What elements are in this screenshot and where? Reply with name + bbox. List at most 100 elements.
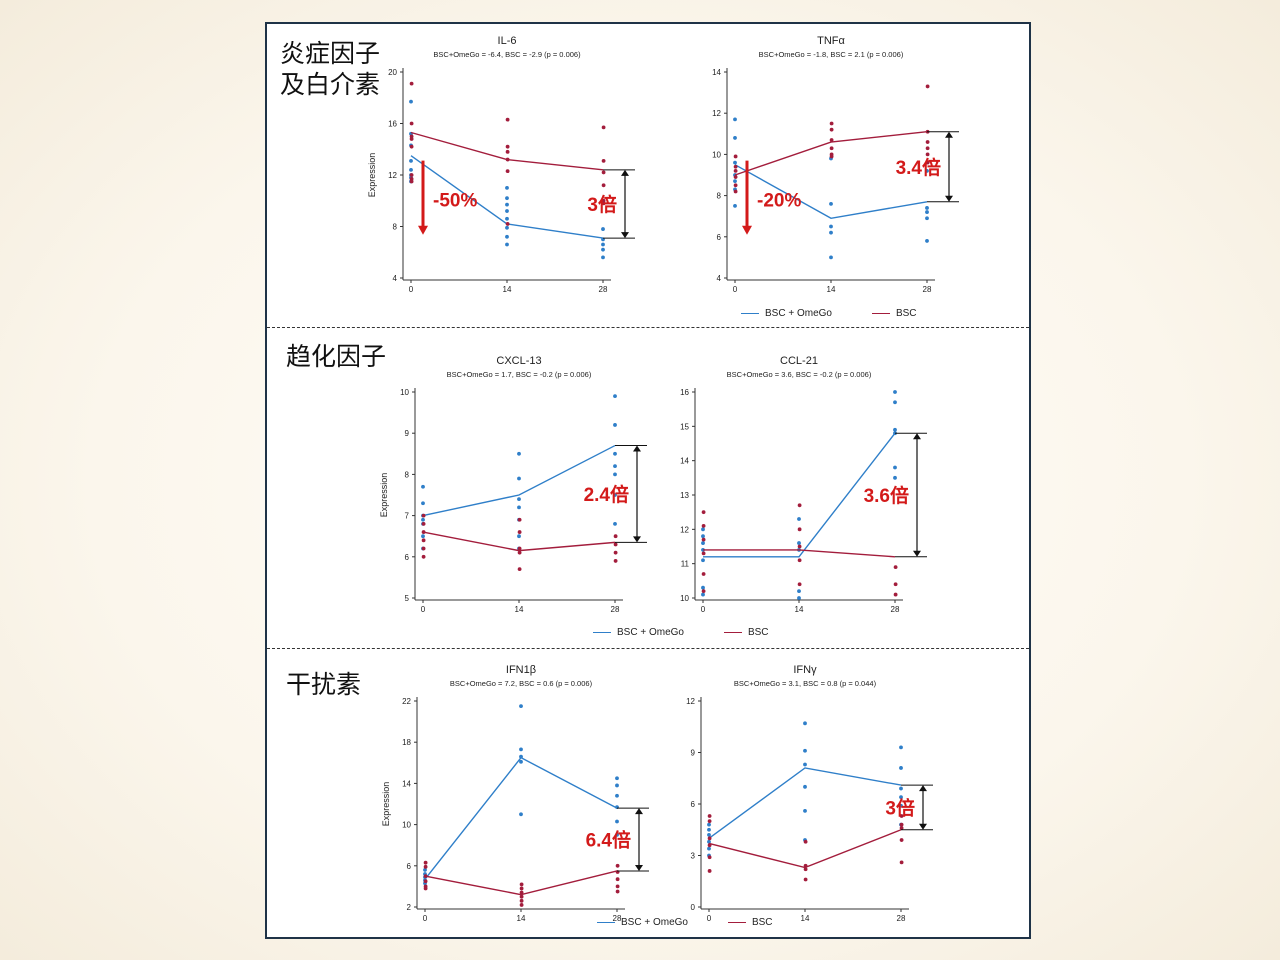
data-point xyxy=(409,173,414,177)
x-tick-label: 14 xyxy=(827,285,836,294)
y-tick-label: 3 xyxy=(691,852,696,861)
data-point xyxy=(829,154,834,159)
y-tick-label: 8 xyxy=(405,470,410,479)
range-arrow-head xyxy=(621,169,629,176)
figure-frame: 炎症因子 及白介素 趋化因子 干扰素 IL-6 BSC+OmeGo = -6.4,… xyxy=(265,22,1031,939)
data-point xyxy=(797,596,801,600)
data-point xyxy=(803,808,807,813)
chart-svg: IL-6 BSC+OmeGo = -6.4, BSC = -2.9 (p = 0.… xyxy=(367,35,635,294)
data-point xyxy=(421,501,425,506)
y-axis-label: Expression xyxy=(379,473,389,518)
series-line xyxy=(703,549,896,558)
data-point xyxy=(733,164,738,169)
chart-title: IFNγ xyxy=(793,664,817,676)
data-point xyxy=(733,183,738,188)
data-point xyxy=(797,517,801,521)
down-arrow-head xyxy=(418,225,428,235)
legend-label-a: BSC + OmeGo xyxy=(617,627,684,638)
data-point xyxy=(701,534,705,539)
down-arrow-head xyxy=(742,225,752,235)
y-tick-label: 11 xyxy=(681,560,690,569)
data-point xyxy=(925,84,930,89)
y-tick-label: 16 xyxy=(680,388,689,397)
data-point xyxy=(829,121,834,126)
data-point xyxy=(803,877,808,882)
range-arrow-head xyxy=(919,785,927,792)
y-tick-label: 0 xyxy=(691,903,696,912)
data-point xyxy=(701,592,705,597)
y-tick-label: 7 xyxy=(405,512,410,521)
data-point xyxy=(701,537,706,542)
data-point xyxy=(613,493,617,497)
data-point xyxy=(925,210,929,214)
chart-svg: CXCL-13 BSC+OmeGo = 1.7, BSC = -0.2 (p = … xyxy=(379,355,647,614)
y-tick-label: 14 xyxy=(680,457,689,466)
down-callout-label: -50% xyxy=(433,191,477,212)
data-point xyxy=(409,179,414,184)
data-point xyxy=(899,803,903,808)
data-point xyxy=(613,521,617,526)
y-tick-label: 15 xyxy=(680,422,689,431)
data-point xyxy=(601,247,605,252)
data-point xyxy=(519,882,524,887)
data-point xyxy=(797,541,801,545)
data-point xyxy=(893,465,897,470)
data-point xyxy=(505,209,509,213)
data-point xyxy=(707,833,711,837)
y-tick-label: 12 xyxy=(680,525,689,534)
range-arrow-head xyxy=(913,550,921,557)
data-point xyxy=(803,762,807,767)
x-tick-label: 0 xyxy=(421,605,426,614)
data-point xyxy=(615,884,620,889)
legend-label-a: BSC + OmeGo xyxy=(765,308,832,319)
x-tick-label: 0 xyxy=(409,285,414,294)
data-point xyxy=(505,196,509,201)
y-tick-label: 10 xyxy=(680,594,689,603)
data-point xyxy=(613,423,617,427)
x-tick-label: 28 xyxy=(599,285,608,294)
chart-title: CXCL-13 xyxy=(496,355,541,367)
data-point xyxy=(803,721,807,726)
chart-svg: IFNγ BSC+OmeGo = 3.1, BSC = 0.8 (p = 0.04… xyxy=(686,664,933,923)
range-arrow-head xyxy=(913,433,921,440)
x-tick-label: 28 xyxy=(897,914,906,923)
legend-swatch-blue xyxy=(741,313,759,314)
chart-panel-tnfa: TNFα BSC+OmeGo = -1.8, BSC = 2.1 (p = 0.0… xyxy=(685,30,985,295)
data-point xyxy=(803,867,808,872)
range-arrow-head xyxy=(919,823,927,830)
legend-swatch-red xyxy=(727,922,746,923)
y-tick-label: 6 xyxy=(717,233,722,242)
data-point xyxy=(803,748,807,753)
data-point xyxy=(421,484,425,489)
section-title-interferons: 干扰素 xyxy=(286,670,362,699)
y-tick-label: 14 xyxy=(712,68,721,77)
x-tick-label: 28 xyxy=(923,285,932,294)
data-point xyxy=(517,567,522,572)
y-tick-label: 4 xyxy=(393,274,398,283)
data-point xyxy=(517,550,522,555)
y-tick-label: 12 xyxy=(388,171,397,180)
data-point xyxy=(613,542,618,547)
chart-panel-il6: IL-6 BSC+OmeGo = -6.4, BSC = -2.9 (p = 0.… xyxy=(361,30,661,295)
data-point xyxy=(505,222,510,226)
data-point xyxy=(733,160,737,165)
y-tick-label: 2 xyxy=(407,903,412,912)
x-tick-label: 0 xyxy=(423,914,428,923)
range-callout-label: 6.4倍 xyxy=(586,829,631,852)
data-point xyxy=(505,234,509,239)
data-point xyxy=(421,554,426,559)
data-point xyxy=(733,117,737,122)
data-point xyxy=(707,836,712,841)
x-tick-label: 14 xyxy=(795,605,804,614)
data-point xyxy=(615,793,619,798)
data-point xyxy=(519,903,524,907)
range-arrow-head xyxy=(635,864,643,871)
data-point xyxy=(829,146,834,151)
data-point xyxy=(615,889,620,894)
x-tick-label: 0 xyxy=(733,285,738,294)
range-callout-label: 2.4倍 xyxy=(584,483,629,506)
data-point xyxy=(505,169,510,174)
y-tick-label: 18 xyxy=(402,738,411,747)
data-point xyxy=(409,144,414,149)
data-point xyxy=(701,558,705,563)
